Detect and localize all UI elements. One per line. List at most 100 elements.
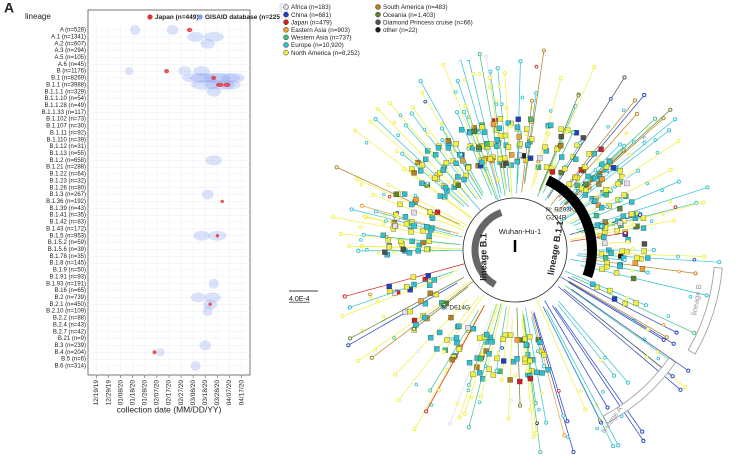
clade-block: [534, 369, 540, 376]
tip: [480, 352, 485, 356]
tip: [500, 102, 504, 106]
tip: [576, 93, 581, 98]
tip: [630, 268, 634, 273]
clade-block: [470, 325, 477, 332]
tip: [616, 443, 621, 448]
clade-block: [453, 335, 460, 341]
clade-block: [484, 140, 490, 147]
tip: [623, 230, 628, 236]
tip: [373, 347, 378, 352]
clade-block: [431, 277, 438, 283]
tip: [340, 314, 345, 319]
tip: [668, 199, 673, 204]
clade-block: [427, 282, 433, 288]
y-tick-label: B.1.93 (n=191): [46, 281, 86, 287]
clade-block: [514, 337, 521, 343]
clade-block: [537, 155, 543, 161]
tip: [502, 71, 507, 76]
branch: [524, 50, 545, 184]
tip: [670, 374, 675, 379]
clade-block: [622, 300, 628, 307]
bubble: [203, 73, 241, 83]
y-axis-title: lineage: [25, 12, 51, 21]
clade-block: [437, 193, 443, 199]
clade-block: [510, 359, 517, 365]
branch: [531, 78, 562, 189]
tip: [660, 188, 664, 193]
tip: [692, 257, 697, 262]
tip: [396, 133, 400, 138]
clade-block: [543, 164, 550, 170]
tip: [533, 401, 538, 406]
clade-block: [401, 191, 408, 197]
y-tick-label: B.1.22 (n=64): [49, 172, 86, 178]
tip: [624, 131, 628, 136]
clade-block: [603, 263, 610, 270]
clade-block: [425, 148, 431, 154]
clade-block: [628, 211, 635, 217]
clade-block: [633, 300, 639, 306]
clade-block: [500, 162, 506, 168]
tip: [565, 419, 570, 424]
clade-block: [465, 164, 471, 171]
clade-block: [505, 144, 512, 150]
branch: [557, 304, 615, 376]
y-tick-label: B.6 (n=314): [54, 364, 86, 370]
y-tick-label: B.2.2 (n=88): [53, 316, 86, 322]
bubble: [223, 82, 231, 88]
branch: [463, 111, 497, 200]
clade-block: [406, 250, 413, 256]
bubble: [208, 302, 212, 307]
tip: [509, 398, 513, 403]
clade-block: [418, 298, 424, 304]
y-tick-label: B.1.23 (n=32): [49, 178, 86, 184]
clade-block: [583, 181, 589, 187]
y-tick-label: B.1.9 (n=50): [53, 268, 86, 274]
clade-block: [549, 169, 556, 175]
y-tick-label: B.2.10 (n=109): [46, 309, 86, 315]
clade-block: [632, 260, 638, 266]
clade-block: [516, 134, 522, 140]
branch: [501, 305, 510, 381]
tip: [484, 54, 489, 59]
tip: [645, 181, 650, 186]
tip: [386, 182, 391, 187]
clade-label: lineage B.1: [478, 233, 488, 281]
tip: [566, 435, 570, 440]
bubble: [215, 82, 224, 88]
branch: [560, 276, 674, 345]
tip: [544, 420, 549, 425]
y-tick-label: B.1.2 (n=658): [49, 158, 86, 164]
tip: [671, 218, 676, 223]
clade-block: [496, 125, 503, 131]
clade-block: [422, 314, 428, 321]
clade-block: [470, 371, 476, 378]
branch: [539, 66, 595, 194]
branch: [497, 68, 510, 193]
branch: [558, 113, 638, 201]
clade-block: [573, 156, 579, 163]
clade-block: [606, 158, 613, 165]
branch: [349, 271, 454, 308]
clade-block: [393, 191, 399, 197]
clade-block: [427, 227, 434, 233]
clade-block: [524, 126, 530, 132]
legend-label: Japan (n=449): [155, 14, 199, 21]
y-tick-label: B.1.110 (n=39): [47, 137, 86, 143]
tip: [359, 238, 363, 242]
clade-block: [527, 358, 533, 364]
clade-block: [602, 219, 608, 225]
bubble: [124, 67, 134, 76]
tip: [530, 98, 535, 103]
tip: [359, 225, 363, 229]
clade-block: [428, 335, 434, 341]
tip: [666, 314, 671, 318]
clade-block: [455, 182, 461, 188]
tip: [346, 343, 351, 348]
branch: [584, 252, 705, 257]
y-tick-label: B.1.91 (n=93): [49, 274, 86, 280]
tip: [437, 388, 442, 393]
clade-block: [645, 255, 651, 261]
bubble: [156, 348, 165, 357]
clade-block: [572, 174, 578, 180]
